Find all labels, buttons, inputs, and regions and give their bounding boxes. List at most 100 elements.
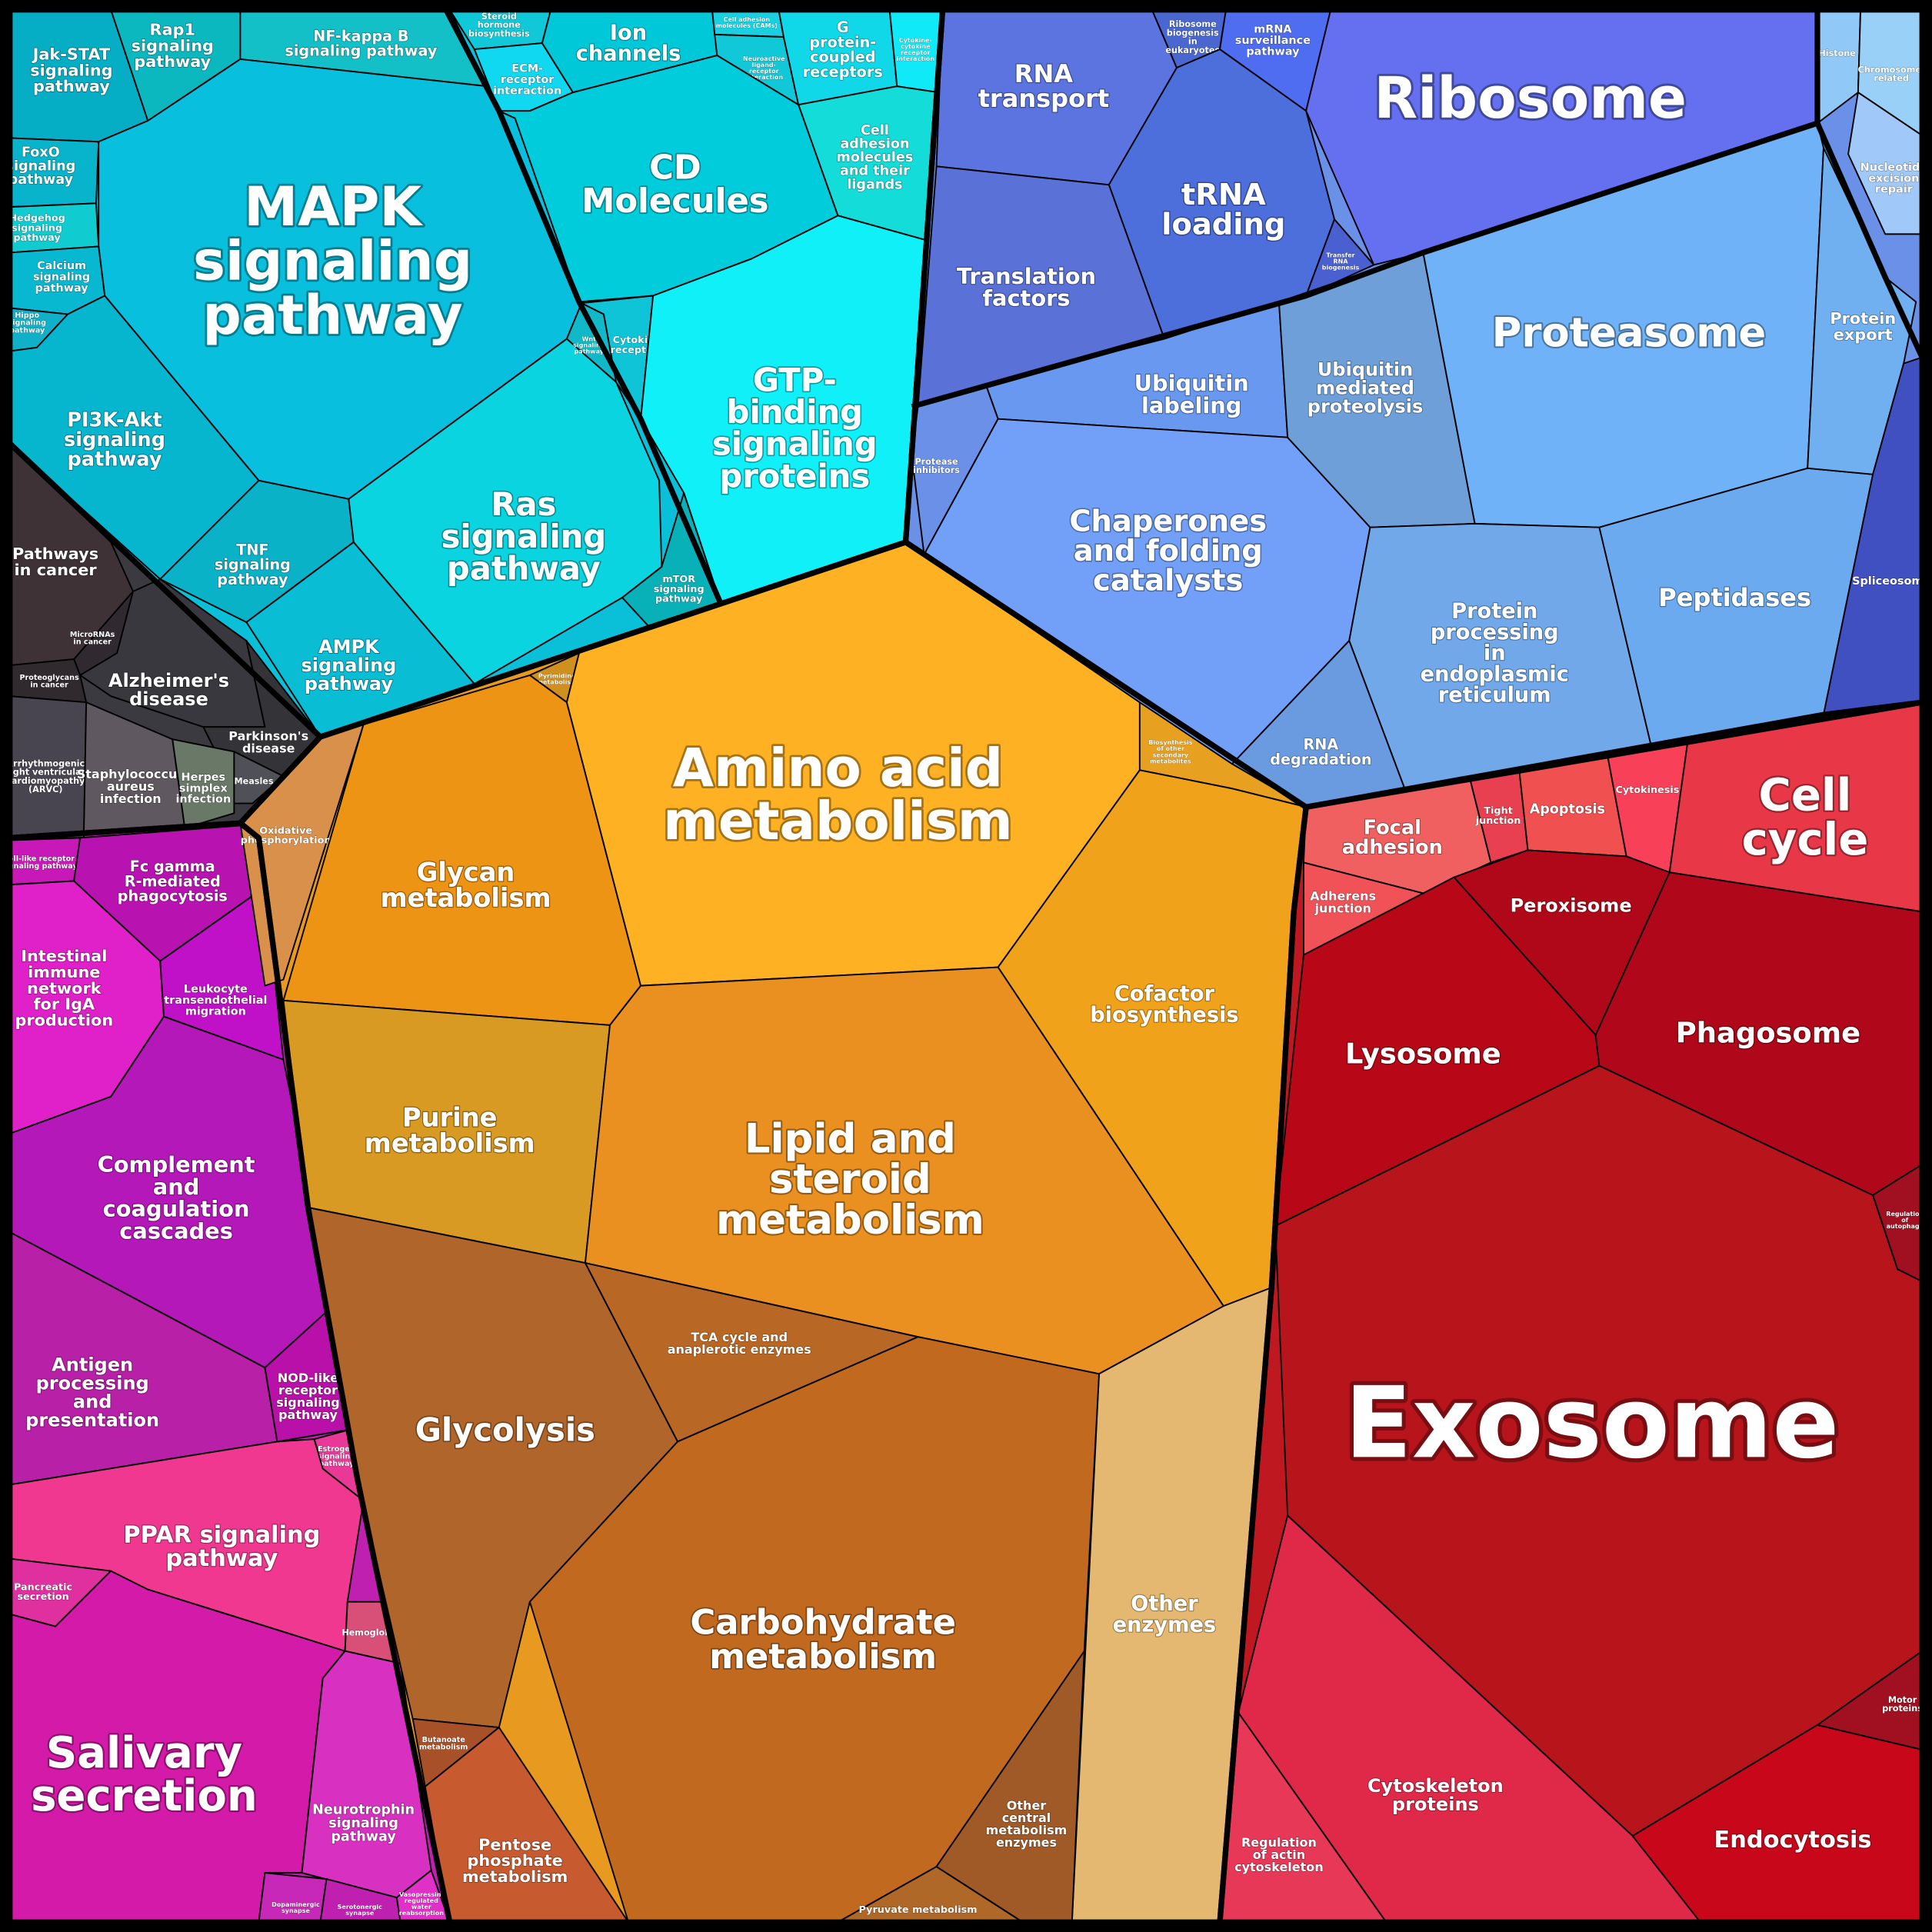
cell-label-line: Antigen	[52, 1354, 133, 1375]
cell-label-line: PPAR signaling	[123, 1521, 320, 1548]
cell-label-line: secretion	[31, 1770, 258, 1820]
cell-label-line: Focal	[1364, 817, 1421, 840]
cell-label: Chaperones and folding catalysts	[1069, 504, 1267, 598]
cell-label: Cell cycle	[1742, 768, 1869, 865]
cell-label-line: pathway	[8, 172, 74, 188]
cell-label: Ras signaling pathway	[441, 485, 607, 587]
cell-label-line: Hippo	[15, 311, 39, 320]
cell-label-line: signaling	[441, 517, 607, 555]
cell-label-line: Ion	[610, 21, 647, 45]
cell-label-line: tRNA	[1181, 178, 1266, 212]
cell: Glycan metabolism	[282, 674, 642, 1026]
cell-label-line: endoplasmic	[1421, 662, 1569, 686]
cell-label-line: pathway	[1246, 45, 1300, 58]
cell-label: Ribosome	[1374, 66, 1687, 132]
cell-label-line: signaling	[8, 318, 46, 327]
cell-label-line: Other	[1007, 1797, 1047, 1812]
cell-label-line: adhesion	[840, 136, 909, 152]
cell: Hippo signaling pathway	[8, 307, 69, 352]
cell-label-line: Steroid	[481, 11, 517, 21]
cell-label: Spliceosome	[1852, 575, 1930, 588]
cell-label: Ribosome biogenesis in eukaryotes	[1165, 19, 1220, 55]
cell-label-line: Estrogen	[318, 1445, 355, 1454]
cell-label-line: signaling pathway	[2, 862, 78, 871]
cell: Pyruvate metabolism	[837, 1866, 1024, 1924]
cell: Proteoglycans in cancer	[8, 658, 88, 704]
cell-label-line: Ras	[491, 485, 556, 523]
cell-label-line: Wnt	[582, 335, 597, 342]
cell-label-line: metabolism	[716, 1197, 984, 1244]
cell: FoxO signaling pathway	[5, 137, 100, 208]
cell: Exosome	[1274, 1064, 1924, 1837]
cell: Ubiquitin labeling	[984, 301, 1289, 438]
cell-label-line: Neuroactive	[743, 55, 785, 62]
cell-label: Lipid and steroid metabolism	[716, 1115, 984, 1244]
cell-label: Carbohydrate metabolism	[690, 1601, 956, 1677]
cell-label-line: Peptidases	[1658, 583, 1811, 612]
cell-label-line: signaling	[301, 655, 396, 676]
cell-label-line: Motor	[1888, 1695, 1917, 1705]
cell-label-line: Cell	[861, 123, 889, 138]
cell-label-line: Proteasome	[1492, 309, 1767, 356]
cell-label-line: TCA cycle and	[691, 1330, 788, 1344]
cell: Regulation of actin cytoskeleton	[1219, 1711, 1387, 1924]
cell-label-line: secondary	[1153, 751, 1189, 758]
cell: Protease inhibitors	[911, 383, 999, 555]
cell-label-line: metabolism	[986, 1823, 1068, 1837]
cell-label: TCA cycle and anaplerotic enzymes	[668, 1330, 811, 1357]
cell-label-line: Jak-STAT	[32, 45, 111, 63]
cell: RNA degradation	[1231, 640, 1406, 808]
cell-label: ECM-receptor interaction	[493, 63, 561, 98]
cell-label: Rap1 signaling pathway	[132, 20, 214, 71]
cell-label-line: and	[153, 1174, 200, 1200]
cell: PI3K-Akt signaling pathway	[8, 295, 260, 580]
cell-label-line: signaling	[712, 425, 878, 462]
cell-label: Cytokine-cytokine receptor interaction	[897, 37, 935, 62]
cell: Arrhythmogenic right ventricular cardiomyo…	[5, 695, 88, 839]
cell-label-line: Cytokinesis	[1615, 784, 1679, 795]
cell-label-line: infection	[175, 794, 231, 806]
cell-label-line: Ribosome	[1374, 66, 1687, 132]
cell-label-line: pathway	[33, 77, 110, 95]
cell: Neuroactive ligand-receptor interaction	[714, 33, 800, 106]
cell-label-line: synapse	[345, 1910, 375, 1917]
cell-label-line: of actin	[1253, 1847, 1305, 1862]
cell-label-line: Biosynthesis	[1148, 739, 1192, 746]
cell-label-line: repair	[1875, 184, 1914, 196]
cell: Purine metabolism	[282, 999, 611, 1264]
cell-label-line: Measles	[234, 776, 273, 786]
cell-label: Pentose phosphate metabolism	[462, 1835, 568, 1886]
cell-label-line: Spliceosome	[1852, 575, 1930, 588]
cell-label-line: pathway	[278, 1407, 338, 1422]
cell-label-line: Oxidative	[259, 824, 312, 836]
cell-label: Translation factors	[957, 263, 1096, 311]
cell-label: Hedgehog signaling pathway	[8, 212, 65, 244]
cell-label-line: processing	[1431, 620, 1559, 644]
cell-label: Intestinal immune network for IgA production	[15, 947, 113, 1029]
cell-label-line: G	[837, 18, 849, 36]
cell-label-line: Fc gamma	[130, 858, 215, 875]
cell: Tight junction	[1469, 769, 1529, 864]
cell-label-line: production	[15, 1011, 113, 1029]
cell-label-line: related	[1874, 73, 1909, 83]
cell-label: Hemoglobin	[341, 1627, 400, 1637]
cell-label-line: ligands	[847, 177, 902, 192]
cell-label-line: interaction	[744, 74, 783, 81]
cell-label-line: signaling	[5, 158, 75, 174]
cell-label-line: Butanoate	[422, 1736, 466, 1744]
cell-label-line: Proteoglycans	[19, 674, 79, 682]
cell: ECM-receptor interaction	[473, 42, 574, 112]
cell: Lipid and steroid metabolism	[585, 966, 1224, 1375]
cell-label-line: and	[73, 1391, 112, 1412]
cell: PPAR signaling pathway	[8, 1438, 365, 1652]
cell-label: MicroRNAs in cancer	[70, 631, 115, 647]
cell-label: Adherens junction	[1310, 888, 1376, 915]
cell: Peroxisome	[1453, 849, 1671, 1036]
cell-label-line: surveillance	[1235, 35, 1311, 47]
cell-label-line: pathway	[305, 673, 394, 695]
cell-label: Ion channels	[576, 21, 681, 65]
cell-label-line: immune	[28, 963, 100, 981]
cell-label-line: Adherens	[1310, 888, 1376, 903]
cell-label-line: aureus	[107, 779, 155, 794]
